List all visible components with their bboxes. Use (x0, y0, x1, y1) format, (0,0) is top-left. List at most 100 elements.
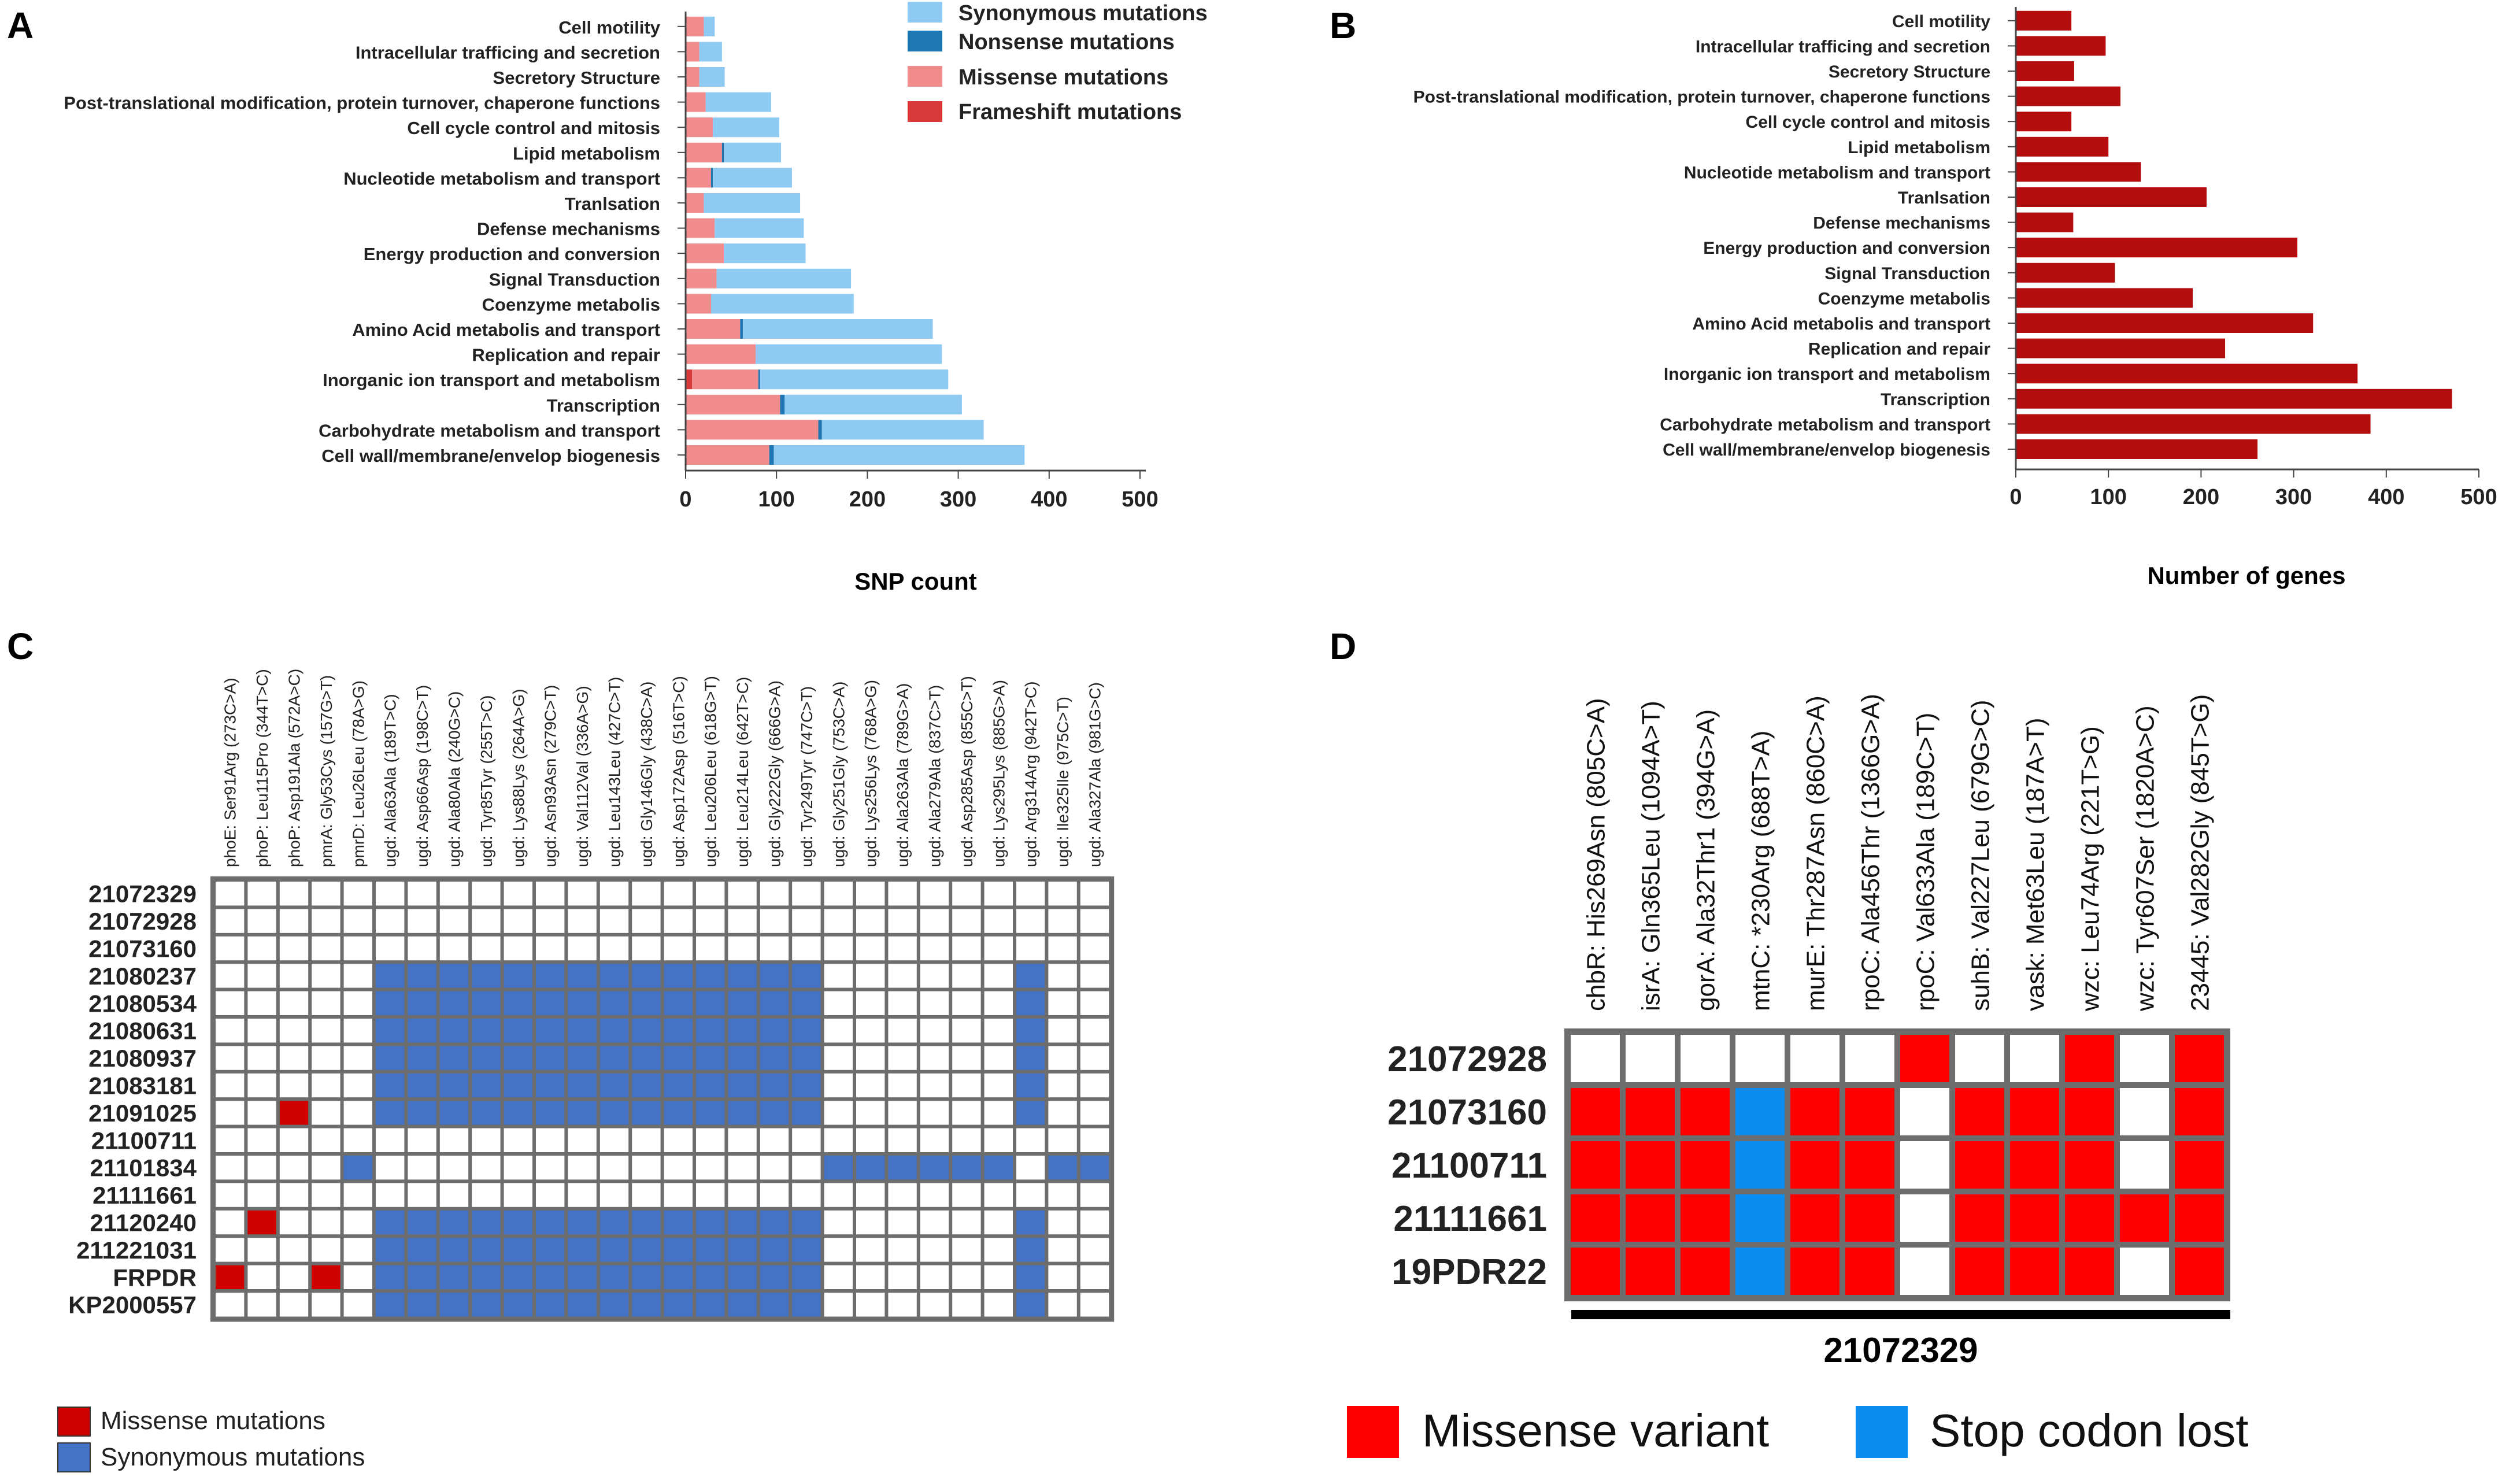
panel-c-cell (920, 1210, 949, 1235)
panel-c-cell (760, 1128, 789, 1152)
panel-c-cell (920, 1265, 949, 1289)
panel-d-cell (1900, 1248, 1949, 1295)
panel-c-cell (1048, 1238, 1077, 1262)
panel-c-cell (599, 909, 629, 933)
bar-missense-mutations-cell-wall-membrane-envelop-biogenesis (686, 445, 769, 465)
panel-c-cell (952, 1156, 981, 1180)
panel-c-cell (984, 1210, 1013, 1235)
panel-c-cell (599, 1101, 629, 1125)
panel-c-cell (728, 1293, 757, 1317)
panel-a-x-tick-label: 100 (758, 487, 794, 512)
panel-c-cell (408, 882, 436, 906)
panel-c-cell (632, 1073, 661, 1098)
bar-missense-mutations-post-translational-modification-protein-turnover-chaperone-functions (686, 92, 706, 112)
panel-c-cell (1048, 1293, 1077, 1317)
bar-missense-mutations-amino-acid-metabolis-and-transport (686, 319, 741, 339)
legend-swatch-synonymous-mutations (57, 1442, 91, 1472)
panel-d-column-label: wzc: Tyr607Ser (1820A>C) (2131, 705, 2160, 1012)
panel-c-cell (343, 1128, 372, 1152)
panel-c-cell (376, 1073, 405, 1098)
panel-d-cell (2120, 1088, 2169, 1135)
panel-c-cell (792, 991, 821, 1015)
panel-c-cell (696, 882, 725, 906)
panel-c-cell (792, 1019, 821, 1043)
bar-nonsense-mutations-inorganic-ion-transport-and-metabolism (758, 369, 760, 390)
panel-label-a: A (7, 5, 34, 46)
panel-b-category-label: Tranlsation (1898, 188, 1990, 208)
panel-c-cell (664, 1101, 693, 1125)
panel-c-cell (920, 1293, 949, 1317)
panel-c-cell (760, 1210, 789, 1235)
panel-c-cell (376, 1183, 405, 1207)
panel-c-cell (760, 1073, 789, 1098)
panel-c-column-label: ugd: Val112Val (336A>G) (573, 686, 591, 867)
panel-c-column-label: ugd: Leu206Leu (618G>T) (702, 676, 720, 867)
panel-c-cell (1080, 1101, 1109, 1125)
panel-b-category-label: Inorganic ion transport and metabolism (1664, 365, 1990, 384)
panel-c-cell (568, 1128, 597, 1152)
panel-c-cell (632, 1046, 661, 1070)
panel-c-cell (408, 1293, 436, 1317)
panel-c-cell (216, 1210, 245, 1235)
bar-genes-replication-and-repair (2016, 338, 2226, 358)
bar-missense-mutations-signal-transduction (686, 268, 717, 288)
panel-c-cell (279, 909, 309, 933)
panel-d-cell (2065, 1248, 2114, 1295)
panel-c-cell (792, 1265, 821, 1289)
panel-c-cell (1016, 991, 1045, 1015)
panel-d-cell (1681, 1035, 1730, 1082)
panel-c-row-label: 21080534 (88, 990, 197, 1017)
panel-a-category-label: Energy production and conversion (364, 244, 660, 264)
panel-c-cell (856, 991, 885, 1015)
panel-c-cell (312, 1101, 340, 1125)
panel-c-cell (408, 1238, 436, 1262)
panel-c-cell (696, 1046, 725, 1070)
panel-c-cell (216, 1073, 245, 1098)
panel-c-cell (472, 991, 501, 1015)
panel-c-cell (824, 882, 853, 906)
panel-c-cell (343, 1101, 372, 1125)
panel-c-cell (1016, 882, 1045, 906)
panel-c-cell (632, 882, 661, 906)
panel-c-cell (599, 964, 629, 988)
panel-c-cell (247, 1128, 276, 1152)
panel-c-cell (696, 936, 725, 961)
panel-c-cell (343, 936, 372, 961)
panel-c-cell (952, 882, 981, 906)
panel-c-cell (216, 964, 245, 988)
panel-c-cell (472, 1156, 501, 1180)
panel-c-cell (888, 1046, 917, 1070)
panel-c-cell (568, 1293, 597, 1317)
panel-b-x-tick-label: 500 (2460, 485, 2497, 509)
panel-c-cell (216, 1019, 245, 1043)
panel-c-cell (632, 1128, 661, 1152)
panel-c-cell (343, 1183, 372, 1207)
panel-d-cell (2175, 1035, 2224, 1082)
bar-genes-tranlsation (2016, 187, 2207, 207)
panel-c-cell (568, 1210, 597, 1235)
bar-nonsense-mutations-cell-wall-membrane-envelop-biogenesis (769, 445, 774, 465)
panel-c-cell (247, 1265, 276, 1289)
panel-c-row-label: 21080937 (88, 1045, 197, 1072)
panel-c-cell (408, 1156, 436, 1180)
panel-d-cell (1790, 1141, 1840, 1189)
panel-c-cell (760, 1046, 789, 1070)
bar-synonymous-mutations-cell-wall-membrane-envelop-biogenesis (773, 445, 1025, 465)
panel-c-cell (888, 1156, 917, 1180)
panel-c-cell (1016, 964, 1045, 988)
bar-synonymous-mutations-defense-mechanisms (715, 218, 804, 238)
panel-c-cell (504, 909, 532, 933)
panel-c-cell (599, 882, 629, 906)
bar-genes-coenzyme-metabolis (2016, 288, 2193, 308)
panel-c-cell (664, 1210, 693, 1235)
panel-c-cell (568, 882, 597, 906)
panel-c-cell (728, 1183, 757, 1207)
bar-genes-cell-cycle-control-and-mitosis (2016, 112, 2072, 132)
panel-c-cell (920, 1046, 949, 1070)
panel-c-cell (696, 1128, 725, 1152)
panel-d-cell (2175, 1194, 2224, 1242)
panel-c-cell (792, 1210, 821, 1235)
bar-genes-signal-transduction (2016, 262, 2115, 283)
panel-c-cell (824, 991, 853, 1015)
panel-c-cell (664, 1293, 693, 1317)
